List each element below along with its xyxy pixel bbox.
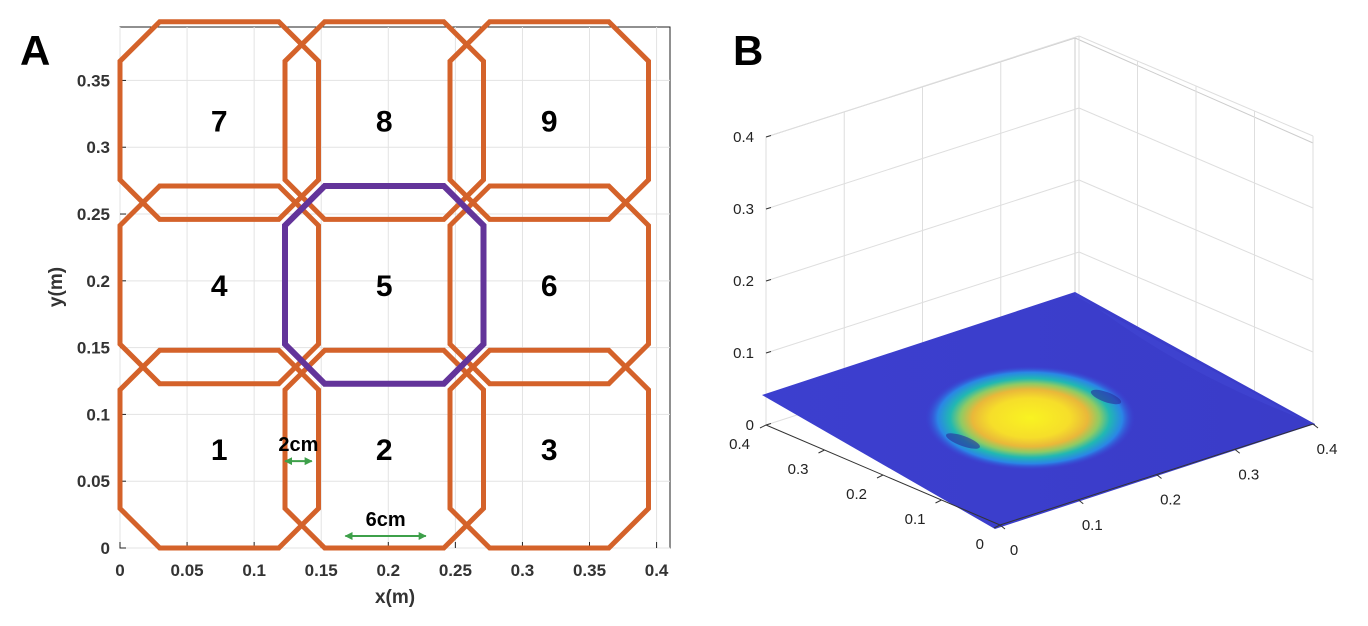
- x-tick-label: 0.05: [171, 561, 204, 580]
- grid-line-sidewall-z: [1078, 179, 1314, 281]
- y-axis-ticks: 0 0.05 0.1 0.15 0.2 0.25 0.3 0.35: [77, 71, 126, 558]
- coil-4: [117, 183, 321, 387]
- z-tick-label: 0.3: [733, 201, 754, 218]
- z-tick-label: 0.1: [733, 345, 754, 362]
- surface-peak: [925, 366, 1135, 470]
- panel-a-label: A: [20, 27, 50, 74]
- y-tick-label: 0.2: [846, 486, 867, 503]
- y-tick-label: 0.4: [729, 436, 750, 453]
- y-axis-line: [765, 424, 1001, 526]
- x-tick-mark: [1312, 423, 1319, 429]
- x-tick-label: 0.3: [511, 561, 535, 580]
- x-tick-label: 0: [115, 561, 124, 580]
- grid-line-backwall-z: [765, 107, 1080, 210]
- y-tick-label: 0.05: [77, 472, 110, 491]
- coil-label-6: 6: [541, 270, 558, 303]
- x-tick-label: 0.4: [1317, 441, 1338, 458]
- z-tick-label: 0: [746, 417, 754, 434]
- coil-layout-plot: 0 0.05 0.1 0.15 0.2 0.25 0.3 0.35 0.4 00.050.10.…: [46, 19, 671, 608]
- x-axis-line: [999, 423, 1314, 526]
- axis-ticks: 0 0.1 0.2 0.3 0.4 0 0.1 0.2 0.3 0.4 0 0.1 0.2 0.3 0.4: [729, 129, 1337, 559]
- x-tick-label: 0.4: [645, 561, 669, 580]
- x-tick-label: 0.25: [439, 561, 472, 580]
- x-tick-mark: [1077, 499, 1084, 505]
- coil-label-2: 2: [376, 434, 393, 467]
- x-tick-label: 0.35: [573, 561, 606, 580]
- x-axis-ticks: 0 0.05 0.1 0.15 0.2 0.25 0.3 0.35 0.4: [115, 542, 669, 580]
- y-tick-label: 0.35: [77, 71, 110, 90]
- grid-line-backwall-z: [765, 179, 1080, 282]
- y-tick-mark: [876, 474, 884, 479]
- z-tick-label: 0.2: [733, 273, 754, 290]
- x-tick-label: 0.3: [1238, 466, 1259, 483]
- z-tick-mark: [765, 351, 772, 354]
- z-tick-mark: [765, 207, 772, 210]
- coil-3: [447, 347, 651, 551]
- coil-label-9: 9: [541, 106, 558, 139]
- y-tick-label: 0.25: [77, 205, 110, 224]
- y-tick-label: 0: [101, 539, 110, 558]
- grid-line-sidewall-z: [1078, 107, 1314, 209]
- coil-label-4: 4: [211, 270, 228, 303]
- y-axis-label: y(m): [46, 267, 67, 307]
- coil-8: [282, 19, 486, 222]
- y-tick-label: 0.1: [86, 405, 110, 424]
- coil-label-8: 8: [376, 106, 393, 139]
- coil-2: [282, 347, 486, 551]
- coil-label-5: 5: [376, 270, 393, 303]
- dimension-label: 6cm: [366, 509, 406, 531]
- y-tick-label: 0: [976, 536, 984, 553]
- annotations: 2cm 6cm: [278, 434, 427, 540]
- surface-plot: 0 0.1 0.2 0.3 0.4 0 0.1 0.2 0.3 0.4 0 0.1 0.2 0.3 0.4: [729, 35, 1337, 559]
- panel-b-label: B: [733, 27, 763, 74]
- grid-line-sidewall-z: [1078, 35, 1314, 137]
- y-tick-label: 0.1: [905, 511, 926, 528]
- y-tick-label: 0.15: [77, 339, 110, 358]
- dimension-label: 2cm: [278, 434, 318, 456]
- x-tick-label: 0: [1010, 542, 1018, 559]
- plot-area: [119, 26, 671, 549]
- y-tick-label: 0.3: [788, 461, 809, 478]
- x-tick-label: 0.2: [1160, 492, 1181, 509]
- coil-6: [447, 183, 651, 387]
- coil-9: [447, 19, 651, 222]
- grid: [119, 27, 670, 549]
- dip-left: [945, 433, 981, 449]
- x-tick-label: 0.1: [1082, 517, 1103, 534]
- y-tick-mark: [993, 524, 1001, 529]
- grid-line-backwall-z: [765, 35, 1080, 138]
- x-tick-mark: [1156, 474, 1162, 479]
- x-tick-label: 0.1: [242, 561, 266, 580]
- x-axis-label: x(m): [375, 587, 415, 608]
- coil-7: [117, 19, 321, 222]
- y-tick-label: 0.3: [86, 138, 110, 157]
- coil-5: [282, 183, 487, 387]
- z-tick-mark: [765, 135, 772, 138]
- x-tick-mark: [999, 524, 1006, 530]
- coil-label-3: 3: [541, 434, 558, 467]
- x-tick-mark: [1234, 448, 1241, 454]
- z-tick-mark: [765, 279, 772, 282]
- z-tick-label: 0.4: [733, 129, 754, 146]
- x-tick-label: 0.15: [305, 561, 338, 580]
- grid-line-backwall-z: [765, 251, 1080, 354]
- dip-right: [1090, 389, 1122, 405]
- y-tick-mark: [759, 424, 767, 429]
- coil-label-7: 7: [211, 106, 228, 139]
- z-tick-mark: [765, 423, 772, 426]
- x-tick-label: 0.2: [376, 561, 400, 580]
- y-tick-mark: [935, 499, 942, 504]
- y-tick-label: 0.2: [86, 272, 110, 291]
- coil-label-1: 1: [211, 434, 228, 467]
- grid-line-sidewall-z: [1078, 251, 1314, 353]
- coils: 1 2 3 4 5 6 7 8 9: [117, 19, 651, 551]
- y-tick-mark: [818, 449, 825, 454]
- coil-1: [117, 347, 321, 551]
- surface: [762, 292, 1315, 529]
